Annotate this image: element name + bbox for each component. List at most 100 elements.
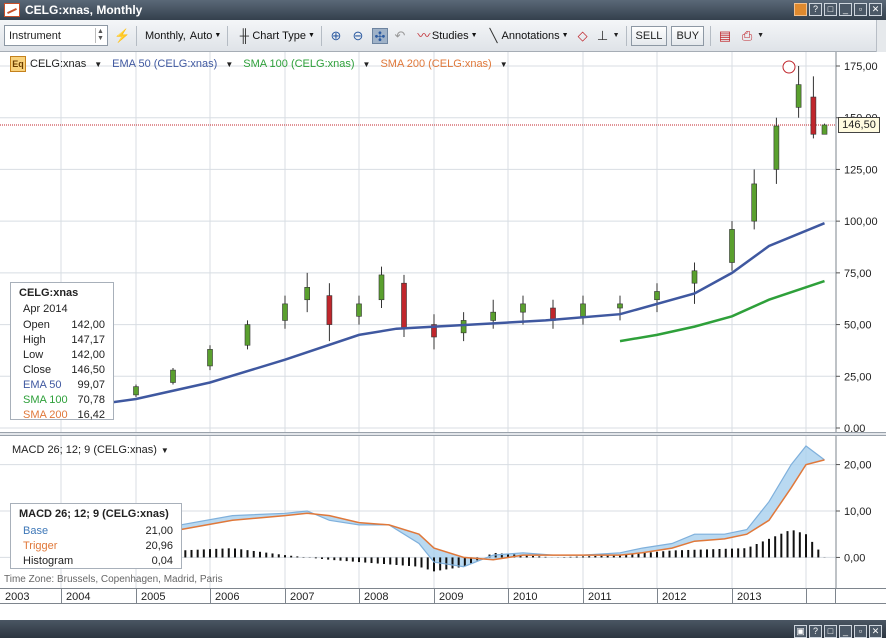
sell-button[interactable]: SELL [630, 25, 668, 46]
macd-tick-label: 20,00 [844, 460, 872, 472]
macd-info-box: MACD 26; 12; 9 (CELG:xnas) Base 21,00 Trig… [10, 503, 182, 569]
annotations-dropdown[interactable]: ╲ Annotations ▼ [486, 28, 569, 44]
candle-body [729, 229, 735, 263]
position-icon[interactable]: ⊥ [596, 27, 609, 43]
candle-body [580, 303, 586, 317]
info-row: Close 146,50 [11, 363, 113, 378]
crosshair-icon[interactable]: ✣ [371, 27, 388, 44]
toolbar-right-edge [876, 20, 886, 52]
price-chart-panel[interactable]: 175,00150,00125,00100,0075,0050,0025,000… [0, 52, 886, 434]
info-row-value: 0,04 [151, 555, 173, 567]
close-icon[interactable]: ✕ [869, 625, 882, 638]
price-tick-label: 75,00 [844, 268, 872, 280]
info-row-value: 99,07 [77, 379, 105, 391]
chevron-down-icon[interactable]: ▼ [362, 59, 371, 69]
print-icon[interactable]: ⎙ [741, 27, 753, 43]
maximize-icon[interactable]: ▫ [854, 3, 867, 16]
chevron-down-icon: ▼ [307, 32, 315, 39]
year-tick [285, 589, 286, 603]
year-label: 2005 [141, 591, 166, 603]
legend-sma100[interactable]: SMA 100 (CELG:xnas) [243, 58, 355, 70]
price-tick-label: 25,00 [844, 371, 872, 383]
candlestick-icon: ╫ [239, 27, 249, 43]
price-tick-label: 50,00 [844, 320, 872, 332]
clock-icon [782, 60, 796, 74]
annotations-label: Annotations [501, 29, 560, 42]
chevron-down-icon: ▼ [160, 445, 169, 455]
info-row-label: Close [23, 364, 52, 376]
year-tick [657, 589, 658, 603]
minimize-icon[interactable]: _ [839, 3, 852, 16]
candle-body [431, 324, 437, 338]
help-icon[interactable]: ? [809, 625, 822, 638]
macd-legend-label: MACD 26; 12; 9 (CELG:xnas) [12, 444, 157, 456]
year-label: 2006 [215, 591, 240, 603]
chart-app-icon [4, 3, 20, 17]
pane-divider[interactable] [0, 432, 886, 436]
instrument-spinner-icon[interactable]: ▲ ▼ [95, 28, 105, 43]
legend-symbol[interactable]: CELG:xnas [30, 58, 87, 70]
info-row: Trigger 20,96 [11, 539, 181, 554]
zoom-out-icon[interactable]: ⊖ [352, 27, 364, 43]
legend-sma200[interactable]: SMA 200 (CELG:xnas) [380, 58, 492, 70]
buy-button[interactable]: BUY [671, 25, 705, 46]
bottom-strip [0, 604, 886, 620]
restore-icon[interactable]: ▣ [794, 625, 807, 638]
price-chart: 175,00150,00125,00100,0075,0050,0025,000… [0, 52, 878, 432]
candle-body [795, 84, 802, 108]
candle-body [304, 287, 311, 301]
year-tick [806, 589, 807, 603]
chevron-down-icon[interactable]: ▼ [499, 59, 508, 69]
chart-type-dropdown[interactable]: ╫ Chart Type ▼ [236, 28, 315, 44]
candle-body [170, 369, 176, 383]
macd-panel[interactable]: 20,00 10,00 0,00 MACD 26; 12; 9 (CELG:xnas… [0, 436, 886, 588]
restore-icon[interactable]: □ [824, 625, 837, 638]
candle-body [356, 303, 362, 317]
info-date: Apr 2014 [23, 303, 68, 315]
info-row-label: Open [23, 319, 50, 331]
zoom-in-icon[interactable]: ⊕ [330, 27, 342, 43]
minimize-icon[interactable]: _ [839, 625, 852, 638]
info-row-label: Base [23, 525, 49, 537]
candle-body [282, 303, 288, 321]
macd-info-rows: Base 21,00 Trigger 20,96 Histogram 0,04 [11, 524, 181, 569]
minimize-orange-icon[interactable] [794, 3, 807, 16]
price-tick-label: 125,00 [844, 164, 878, 176]
maximize-icon[interactable]: ▫ [854, 625, 867, 638]
toolbar-separator [320, 25, 322, 46]
year-tick [583, 589, 584, 603]
chevron-down-icon[interactable]: ▼ [757, 32, 764, 39]
restore-icon[interactable]: □ [824, 3, 837, 16]
time-axis[interactable]: 2003 2004 2005 2006 2007 2008 2009 2010 2011 2012… [0, 588, 886, 604]
legend-ema50[interactable]: EMA 50 (CELG:xnas) [112, 58, 218, 70]
year-tick [732, 589, 733, 603]
macd-base-line [54, 445, 825, 568]
info-row-label: Histogram [23, 555, 74, 567]
macd-legend[interactable]: MACD 26; 12; 9 (CELG:xnas) ▼ [12, 444, 169, 456]
info-row-value: 16,42 [77, 409, 105, 421]
info-row-label: SMA 200 [23, 409, 68, 421]
auto-label: Auto [189, 29, 213, 42]
chart-settings-icon[interactable]: ▤ [718, 27, 732, 43]
window-title: CELG:xnas, Monthly [25, 3, 143, 17]
price-tick-label: 175,00 [844, 61, 878, 73]
chevron-down-icon[interactable]: ▼ [94, 59, 103, 69]
toolbar-separator [227, 25, 229, 46]
period-dropdown[interactable]: Monthly, Auto ▼ [145, 30, 221, 42]
line-tool-icon: ╲ [489, 27, 498, 43]
info-row: Low 142,00 [11, 348, 113, 363]
info-row: Histogram 0,04 [11, 554, 181, 569]
undo-icon[interactable]: ↶ [394, 27, 406, 43]
instrument-input[interactable]: Instrument ▲ ▼ [4, 25, 108, 46]
eraser-icon[interactable]: ◇ [577, 27, 588, 43]
candle-body [810, 96, 817, 135]
taskbar: ▣ ? □ _ ▫ ✕ [0, 620, 886, 638]
help-icon[interactable]: ? [809, 3, 822, 16]
chart-wand-icon[interactable]: ⚡ [114, 27, 131, 43]
close-icon[interactable]: ✕ [869, 3, 882, 16]
current-price-label: 146,50 [838, 117, 880, 133]
studies-dropdown[interactable]: 〰 Studies ▼ [416, 28, 477, 44]
toolbar: Instrument ▲ ▼ ⚡ Monthly, Auto ▼ ╫ Chart … [0, 20, 886, 52]
chevron-down-icon[interactable]: ▼ [225, 59, 234, 69]
chevron-down-icon[interactable]: ▼ [612, 32, 620, 39]
